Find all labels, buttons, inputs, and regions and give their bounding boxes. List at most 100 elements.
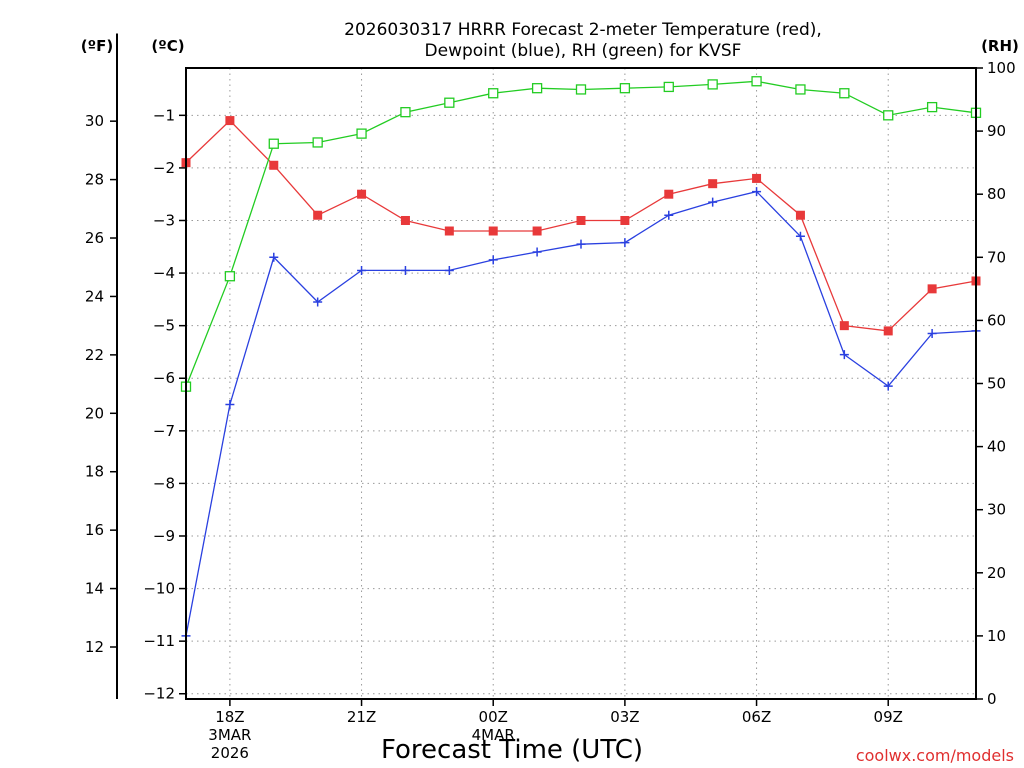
dewpoint-point: [839, 350, 849, 360]
temperature-point: [576, 215, 586, 225]
fahrenheit-unit-label: (ºF): [81, 37, 113, 55]
celsius-unit-label: (ºC): [151, 37, 184, 55]
celsius-tick-label: −3: [153, 211, 175, 229]
temperature-point: [839, 321, 849, 331]
rh-tick-label: 80: [987, 185, 1006, 203]
chart-title-line1: 2026030317 HRRR Forecast 2-meter Tempera…: [344, 20, 822, 40]
rh-point: [575, 84, 587, 95]
rh-point: [312, 137, 323, 148]
temperature-point: [225, 116, 235, 126]
dewpoint-point: [795, 231, 805, 241]
fahrenheit-tick-label: 22: [85, 346, 104, 364]
x-tick-label: 21Z: [347, 708, 376, 726]
fahrenheit-tick-label: 14: [85, 580, 104, 598]
rh-point: [795, 84, 806, 95]
rh-point: [839, 88, 850, 99]
temperature-point: [883, 326, 893, 336]
dewpoint-point: [664, 210, 674, 220]
temperature-point: [269, 160, 279, 170]
rh-point: [356, 128, 367, 139]
celsius-tick-label: −4: [153, 264, 175, 282]
rh-tick-label: 90: [987, 122, 1006, 140]
celsius-tick-label: −6: [153, 369, 175, 387]
x-tick-label: 00Z: [479, 708, 508, 726]
celsius-tick-label: −7: [153, 422, 175, 440]
rh-tick-label: 10: [987, 627, 1006, 645]
rh-series-line: [185, 80, 977, 387]
x-tick-label: 18Z: [215, 708, 244, 726]
axes: −1 −2 −3 −4 −5 −6 −7 −8 −9 −10 −11 −12 30 28 26 24 22 20 1…: [85, 33, 1016, 762]
x-tick-year-label: 2026: [211, 744, 249, 762]
x-tick-label: 09Z: [874, 708, 903, 726]
rh-point: [531, 83, 543, 94]
rh-tick-label: 40: [987, 438, 1006, 456]
dewpoint-point: [488, 255, 498, 265]
x-tick-label: 03Z: [610, 708, 639, 726]
temperature-series-line: [185, 119, 977, 332]
fahrenheit-tick-label: 24: [85, 287, 104, 305]
temperature-point: [927, 284, 937, 294]
dewpoint-point: [620, 238, 630, 248]
rh-point: [268, 138, 279, 149]
rh-tick-label: 50: [987, 375, 1006, 393]
rh-point: [751, 76, 762, 87]
celsius-tick-label: −8: [153, 474, 175, 492]
dewpoint-point: [927, 329, 937, 339]
fahrenheit-tick-label: 30: [85, 112, 104, 130]
rh-point: [400, 107, 411, 118]
temperature-point: [795, 210, 805, 220]
fahrenheit-tick-label: 20: [85, 404, 104, 422]
rh-tick-label: 70: [987, 248, 1006, 266]
rh-tick-label: 30: [987, 501, 1006, 519]
celsius-tick-label: −5: [153, 317, 175, 335]
x-axis-label: Forecast Time (UTC): [381, 735, 643, 765]
dewpoint-point: [225, 400, 235, 410]
rh-point: [619, 83, 631, 94]
x-tick-date-label: 4MAR: [472, 726, 515, 744]
celsius-tick-label: −12: [143, 685, 175, 703]
celsius-tick-label: −11: [143, 632, 175, 650]
rh-tick-label: 0: [987, 690, 997, 708]
temperature-point: [313, 210, 323, 220]
rh-tick-label: 100: [987, 59, 1016, 77]
rh-point: [488, 88, 499, 99]
rh-tick-label: 20: [987, 564, 1006, 582]
celsius-tick-label: −10: [143, 580, 175, 598]
rh-tick-label: 60: [987, 311, 1006, 329]
celsius-tick-label: −1: [153, 106, 175, 124]
celsius-tick-label: −2: [153, 159, 175, 177]
dewpoint-point: [400, 265, 410, 275]
dewpoint-point: [444, 265, 454, 275]
fahrenheit-tick-label: 26: [85, 229, 104, 247]
rh-point: [926, 101, 938, 113]
dewpoint-point: [883, 381, 893, 391]
x-tick-label: 06Z: [742, 708, 771, 726]
temperature-point: [488, 226, 498, 236]
rh-unit-label: (RH): [981, 37, 1019, 55]
rh-point: [707, 79, 718, 90]
rh-point: [883, 110, 894, 121]
temperature-point: [444, 226, 454, 236]
temperature-point: [400, 215, 410, 225]
temperature-point: [664, 189, 674, 199]
temperature-point: [620, 215, 630, 225]
dewpoint-series-line: [185, 190, 977, 637]
fahrenheit-tick-label: 16: [85, 521, 104, 539]
dewpoint-point: [357, 265, 367, 275]
rh-point: [224, 271, 236, 282]
plot-frame: [185, 67, 977, 700]
dewpoint-point: [576, 239, 586, 249]
celsius-tick-label: −9: [153, 527, 175, 545]
temperature-point: [357, 189, 367, 199]
temperature-point: [708, 179, 718, 189]
dewpoint-point: [313, 297, 323, 307]
series-layer: [180, 76, 982, 641]
credit-label: coolwx.com/models: [856, 746, 1014, 765]
rh-point: [444, 97, 455, 108]
temperature-point: [532, 226, 542, 236]
rh-point: [663, 81, 674, 93]
dewpoint-point: [269, 252, 279, 262]
dewpoint-point: [532, 247, 542, 257]
dewpoint-point: [708, 197, 718, 207]
